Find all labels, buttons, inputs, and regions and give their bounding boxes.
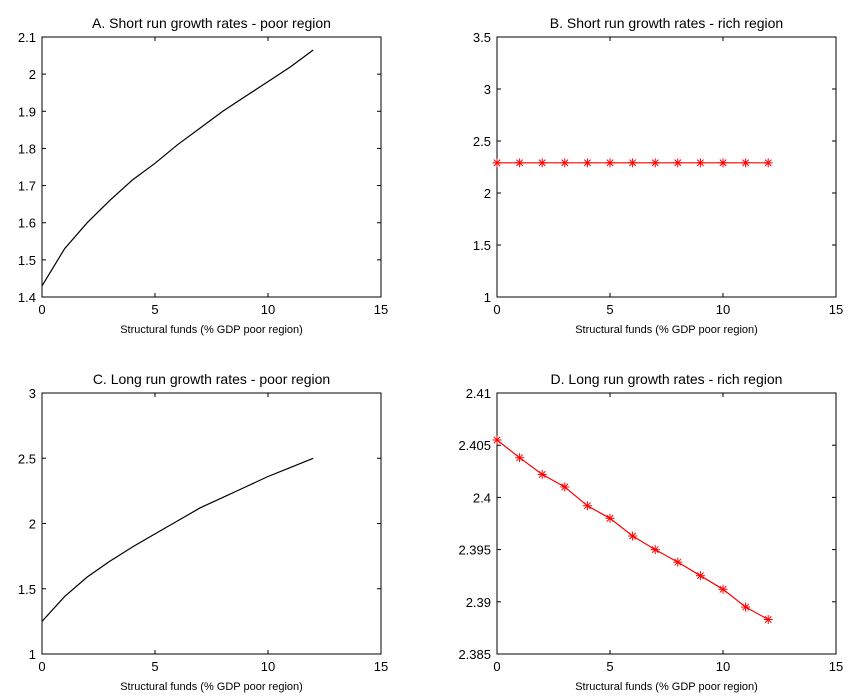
y-tick-label: 2.41 <box>466 386 491 401</box>
x-tick-label: 5 <box>151 302 158 317</box>
x-tick-label: 0 <box>493 659 500 674</box>
data-point <box>515 453 525 463</box>
x-tick-label: 5 <box>606 659 613 674</box>
y-tick-label: 1.5 <box>18 582 36 597</box>
y-tick-label: 1.5 <box>18 253 36 268</box>
x-tick-label: 5 <box>606 302 613 317</box>
x-tick-label: 0 <box>38 659 45 674</box>
x-tick-label: 15 <box>374 302 388 317</box>
y-tick-label: 2 <box>29 517 36 532</box>
chart-title: D. Long run growth rates - rich region <box>551 371 783 387</box>
series-line <box>496 439 769 621</box>
x-axis-label: Structural funds (% GDP poor region) <box>575 324 758 336</box>
data-point <box>695 571 705 581</box>
panel-b: B. Short run growth rates - rich region 0… <box>473 15 843 336</box>
chart-title: B. Short run growth rates - rich region <box>550 15 783 31</box>
x-axis-label: Structural funds (% GDP poor region) <box>575 681 758 693</box>
data-point <box>537 158 547 168</box>
x-axis-label: Structural funds (% GDP poor region) <box>120 324 303 336</box>
y-tick-label: 1 <box>484 290 491 305</box>
y-tick-label: 1.8 <box>18 141 36 156</box>
y-tick-label: 1.6 <box>18 216 36 231</box>
data-point <box>695 158 705 168</box>
x-tick-label: 0 <box>493 302 500 317</box>
panel-c: C. Long run growth rates - poor region 0 5… <box>18 371 388 693</box>
y-tick-label: 2.1 <box>18 30 36 45</box>
data-point <box>560 158 570 168</box>
axes-frame <box>496 36 837 298</box>
x-tick-label: 10 <box>261 659 275 674</box>
y-tick-label: 2.395 <box>458 543 491 558</box>
panel-d: D. Long run growth rates - rich region 0 5… <box>458 371 843 693</box>
data-point <box>650 158 660 168</box>
x-tick-label: 10 <box>716 302 730 317</box>
data-point <box>605 513 615 523</box>
data-point <box>537 469 547 479</box>
series-line <box>41 457 314 622</box>
data-point <box>763 158 773 168</box>
data-point <box>582 501 592 511</box>
data-point <box>560 482 570 492</box>
y-tick-label: 2.4 <box>473 490 491 505</box>
x-tick-label: 5 <box>151 659 158 674</box>
axes-frame <box>41 36 382 298</box>
data-point <box>605 158 615 168</box>
x-axis-label: Structural funds (% GDP poor region) <box>120 681 303 693</box>
data-point <box>582 158 592 168</box>
chart-title: A. Short run growth rates - poor region <box>92 15 331 31</box>
x-tick-label: 10 <box>261 302 275 317</box>
data-point <box>628 531 638 541</box>
y-tick-label: 2.39 <box>466 595 491 610</box>
y-tick-label: 2.5 <box>18 451 36 466</box>
y-tick-label: 1.4 <box>18 290 36 305</box>
y-tick-label: 2 <box>29 67 36 82</box>
y-tick-label: 2 <box>484 186 491 201</box>
data-point <box>718 584 728 594</box>
y-tick-label: 1.5 <box>473 238 491 253</box>
chart-title: C. Long run growth rates - poor region <box>93 371 330 387</box>
panel-a: A. Short run growth rates - poor region 0… <box>18 15 388 336</box>
data-point <box>628 158 638 168</box>
data-point <box>763 615 773 625</box>
data-point <box>673 158 683 168</box>
data-point <box>650 545 660 555</box>
data-point <box>492 435 502 445</box>
axes-frame <box>41 392 382 655</box>
series-line <box>41 49 314 287</box>
y-tick-label: 1.9 <box>18 104 36 119</box>
data-point <box>492 158 502 168</box>
y-tick-label: 1.7 <box>18 179 36 194</box>
x-tick-label: 15 <box>374 659 388 674</box>
x-tick-label: 10 <box>716 659 730 674</box>
y-tick-label: 2.405 <box>458 438 491 453</box>
data-point <box>741 602 751 612</box>
x-tick-label: 15 <box>829 302 843 317</box>
axes-frame <box>496 392 837 655</box>
data-point <box>515 158 525 168</box>
x-tick-label: 0 <box>38 302 45 317</box>
x-tick-label: 15 <box>829 659 843 674</box>
data-point <box>718 158 728 168</box>
y-tick-label: 2.385 <box>458 647 491 662</box>
y-tick-label: 3 <box>29 386 36 401</box>
data-point <box>673 557 683 567</box>
data-point <box>741 158 751 168</box>
y-tick-label: 2.5 <box>473 134 491 149</box>
y-tick-label: 3 <box>484 82 491 97</box>
y-tick-label: 3.5 <box>473 30 491 45</box>
y-tick-label: 1 <box>29 647 36 662</box>
